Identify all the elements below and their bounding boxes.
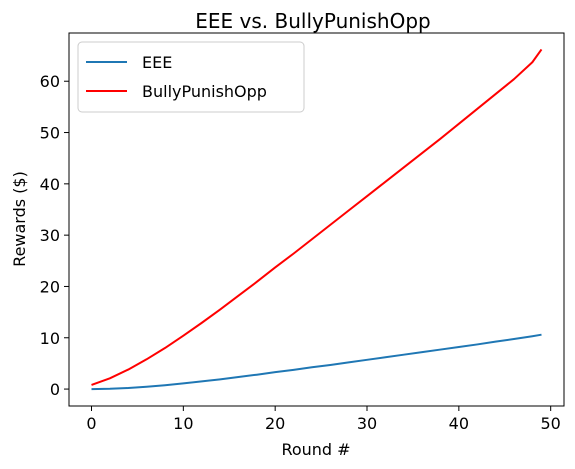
plot-area-frame — [68, 32, 565, 407]
series-line-eee — [91, 333, 542, 391]
chart-title: EEE vs. BullyPunishOpp — [195, 9, 430, 33]
y-tick-label: 20 — [40, 277, 60, 296]
x-axis-ticks: 0 10 20 30 40 50 — [86, 406, 561, 433]
y-tick-label: 40 — [40, 175, 60, 194]
series-line-bullypunishopp — [91, 48, 543, 386]
x-tick-label: 0 — [86, 414, 96, 433]
y-tick-label: 60 — [40, 72, 60, 91]
legend-box — [77, 41, 305, 113]
y-tick-label: 30 — [40, 226, 60, 245]
y-axis-ticks: 0 10 20 30 40 50 60 — [40, 72, 69, 399]
x-tick-label: 40 — [449, 414, 469, 433]
x-tick-label: 50 — [541, 414, 561, 433]
y-tick-label: 0 — [50, 380, 60, 399]
y-axis-label: Rewards ($) — [10, 171, 29, 267]
series-layer — [91, 48, 543, 391]
x-axis-label: Round # — [281, 440, 350, 459]
legend-label-eee: EEE — [142, 53, 172, 72]
legend-label-bullypunishopp: BullyPunishOpp — [142, 82, 267, 101]
x-tick-label: 10 — [173, 414, 193, 433]
y-tick-label: 50 — [40, 124, 60, 143]
x-tick-label: 20 — [265, 414, 285, 433]
y-tick-label: 10 — [40, 329, 60, 348]
x-tick-label: 30 — [357, 414, 377, 433]
legend: EEE BullyPunishOpp — [77, 41, 305, 113]
